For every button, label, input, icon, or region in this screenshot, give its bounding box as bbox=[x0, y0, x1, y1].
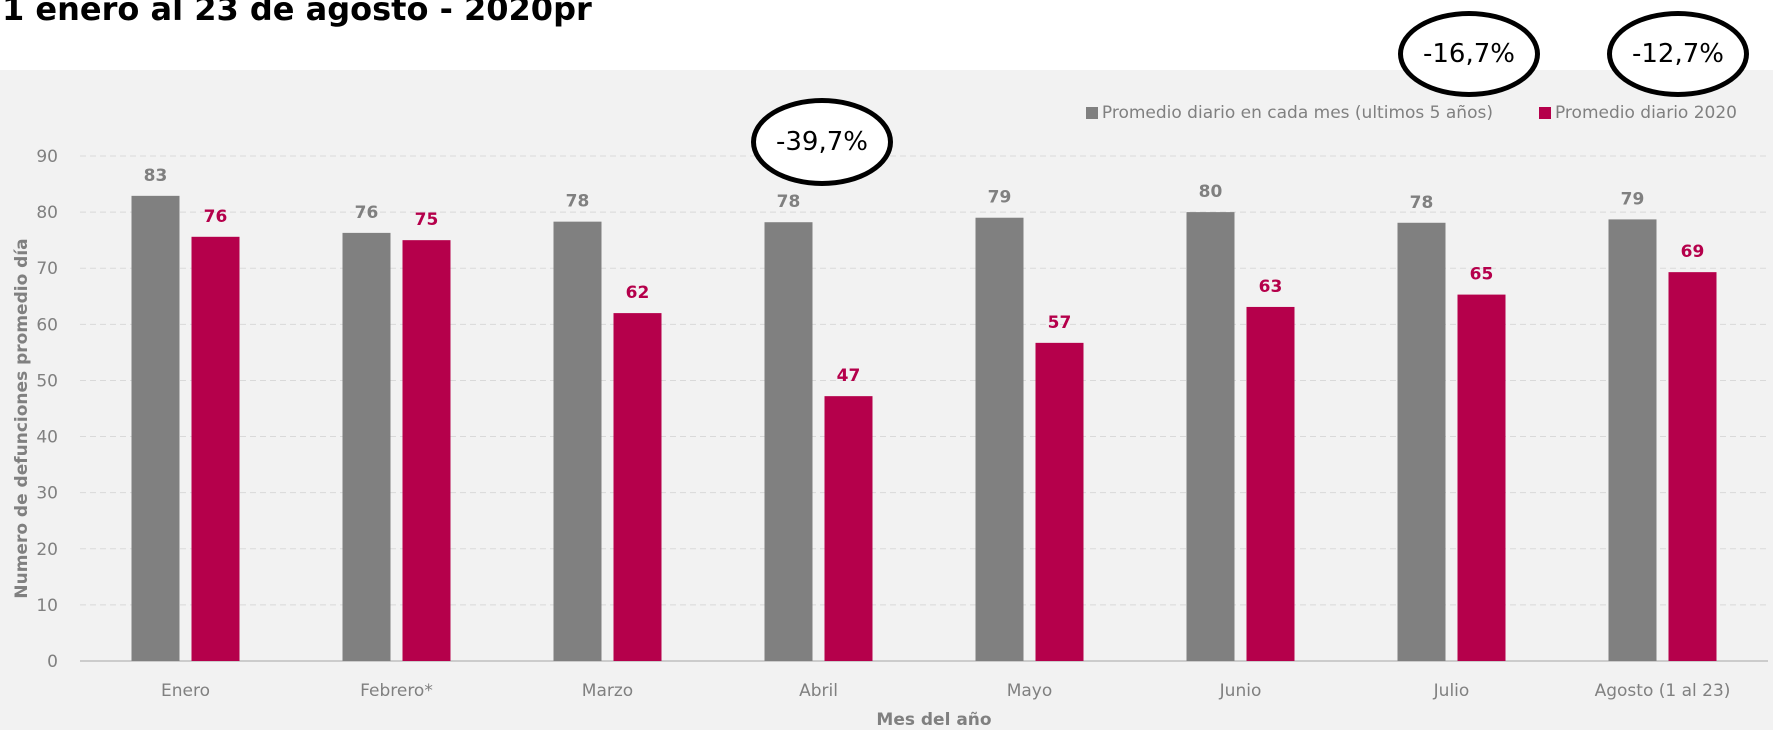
data-label-2020: 57 bbox=[1048, 313, 1072, 333]
y-tick-label: 70 bbox=[36, 259, 58, 279]
bar-2020 bbox=[613, 313, 662, 661]
x-tick-label: Abril bbox=[799, 681, 838, 701]
bar-2020 bbox=[191, 236, 240, 662]
y-tick-label: 10 bbox=[36, 596, 58, 616]
data-label-2020: 63 bbox=[1259, 277, 1283, 297]
legend-label-2020: Promedio diario 2020 bbox=[1554, 103, 1737, 123]
data-label-2020: 65 bbox=[1470, 265, 1494, 285]
bar-2020 bbox=[402, 240, 451, 661]
callout-abril: -39,7% bbox=[751, 98, 893, 186]
data-label-avg5: 78 bbox=[566, 192, 590, 212]
data-label-avg5: 79 bbox=[988, 188, 1012, 208]
legend-item-avg5: Promedio diario en cada mes (ultimos 5 a… bbox=[1085, 103, 1493, 123]
x-tick-label: Marzo bbox=[582, 681, 633, 701]
bar-2020 bbox=[1457, 294, 1506, 661]
data-label-avg5: 76 bbox=[355, 203, 379, 223]
y-tick-label: 30 bbox=[36, 484, 58, 504]
legend-swatch-2020 bbox=[1538, 107, 1551, 119]
legend-item-2020: Promedio diario 2020 bbox=[1538, 103, 1737, 123]
callout-agosto: -12,7% bbox=[1607, 11, 1749, 97]
x-axis-title: Mes del año bbox=[876, 710, 991, 730]
y-tick-label: 80 bbox=[36, 203, 58, 223]
data-label-avg5: 83 bbox=[144, 166, 168, 186]
y-tick-label: 50 bbox=[36, 371, 58, 391]
data-label-2020: 69 bbox=[1681, 242, 1705, 262]
callout-agosto-text: -12,7% bbox=[1632, 39, 1724, 69]
data-label-2020: 62 bbox=[626, 283, 650, 303]
y-tick-label: 0 bbox=[47, 652, 58, 672]
x-tick-label: Febrero* bbox=[360, 681, 433, 701]
y-tick-label: 60 bbox=[36, 315, 58, 335]
bar-avg5 bbox=[1397, 222, 1446, 661]
data-label-avg5: 78 bbox=[1410, 193, 1434, 213]
x-tick-label: Junio bbox=[1219, 681, 1262, 701]
bar-avg5 bbox=[1608, 219, 1657, 661]
bar-2020 bbox=[1035, 342, 1084, 661]
bar-avg5 bbox=[553, 221, 602, 661]
bar-2020 bbox=[1668, 272, 1717, 661]
bar-2020 bbox=[824, 396, 873, 661]
bar-avg5 bbox=[342, 232, 391, 661]
callout-julio: -16,7% bbox=[1398, 11, 1540, 97]
callout-julio-text: -16,7% bbox=[1423, 39, 1515, 69]
bar-avg5 bbox=[764, 222, 813, 661]
y-tick-label: 40 bbox=[36, 428, 58, 448]
y-tick-label: 20 bbox=[36, 540, 58, 560]
legend: Promedio diario en cada mes (ultimos 5 a… bbox=[1085, 103, 1737, 123]
data-label-2020: 76 bbox=[204, 207, 228, 227]
data-label-avg5: 80 bbox=[1199, 182, 1223, 202]
data-label-avg5: 78 bbox=[777, 192, 801, 212]
x-tick-label: Enero bbox=[161, 681, 210, 701]
bar-avg5 bbox=[131, 195, 180, 662]
x-tick-label: Julio bbox=[1433, 681, 1470, 701]
data-label-2020: 75 bbox=[415, 210, 439, 230]
callout-abril-text: -39,7% bbox=[776, 127, 868, 157]
y-tick-label: 90 bbox=[36, 147, 58, 167]
legend-label-avg5: Promedio diario en cada mes (ultimos 5 a… bbox=[1101, 103, 1493, 123]
bar-2020 bbox=[1246, 306, 1295, 661]
y-axis-title: Numero de defunciones promedio día bbox=[12, 238, 32, 598]
chart-title: 1 enero al 23 de agosto - 2020pr bbox=[2, 0, 592, 28]
data-label-avg5: 79 bbox=[1621, 189, 1645, 209]
x-tick-label: Agosto (1 al 23) bbox=[1595, 681, 1731, 701]
legend-swatch-avg5 bbox=[1085, 107, 1098, 119]
bar-avg5 bbox=[975, 217, 1024, 661]
bar-avg5 bbox=[1186, 212, 1235, 661]
x-tick-label: Mayo bbox=[1007, 681, 1053, 701]
data-label-2020: 47 bbox=[837, 366, 861, 386]
